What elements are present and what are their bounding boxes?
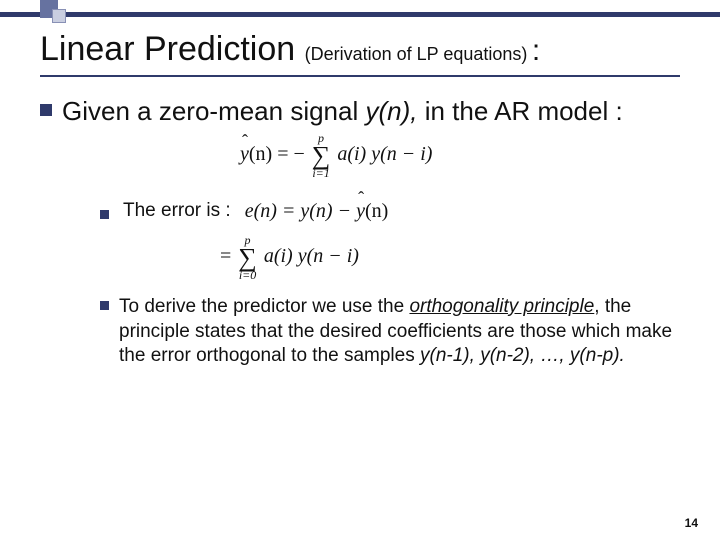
- sigma-icon: ∑: [238, 246, 257, 269]
- eq1-arg: (n): [249, 143, 272, 165]
- eq1-equals: =: [277, 143, 293, 165]
- eq1-sum: p ∑ i=1: [312, 132, 331, 179]
- bullet-1-signal: y(n),: [365, 96, 417, 126]
- eq2-equals: =: [220, 245, 236, 267]
- bullet-1-text: Given a zero-mean signal y(n), in the AR…: [62, 95, 623, 128]
- eq1-term: a(i) y(n − i): [337, 143, 432, 165]
- slide-content: Linear Prediction (Derivation of LP equa…: [40, 30, 680, 510]
- sigma-icon: ∑: [312, 144, 331, 167]
- slide-decoration: [0, 0, 720, 28]
- bullet-icon: [100, 210, 109, 219]
- bullet-1-pre: Given a zero-mean signal: [62, 96, 365, 126]
- eq1-content: y(n) = − p ∑ i=1 a(i) y(n − i): [240, 143, 432, 165]
- bullet-3-samples: y(n-1), y(n-2), …, y(n-p).: [420, 345, 625, 366]
- deco-square-2: [52, 9, 66, 23]
- bullet-1: Given a zero-mean signal y(n), in the AR…: [40, 95, 680, 128]
- eq2-sum: p ∑ i=0: [238, 234, 257, 281]
- title-colon: :: [532, 34, 540, 67]
- eq-error-lhs: e(n) = y(n) −: [245, 200, 356, 222]
- bullet-1-post: in the AR model :: [417, 96, 622, 126]
- bullet-icon: [40, 104, 52, 116]
- bullet-3: To derive the predictor we use the ortho…: [100, 295, 680, 369]
- bullet-3-t1: To derive the predictor we use the: [119, 296, 409, 317]
- bullet-2-label: The error is :: [123, 199, 231, 224]
- slide-subtitle: (Derivation of LP equations): [305, 44, 528, 64]
- bullet-icon: [100, 301, 109, 310]
- title-row: Linear Prediction (Derivation of LP equa…: [40, 30, 680, 77]
- bullet-3-orth: orthogonality principle: [409, 296, 594, 317]
- slide-title: Linear Prediction: [40, 30, 305, 68]
- eq2-sum-bot: i=0: [239, 269, 256, 281]
- eq-error-yhat: y: [356, 200, 365, 222]
- eq1-yhat: y: [240, 143, 249, 165]
- eq1-sum-bot: i=1: [312, 167, 329, 179]
- eq1-neg: −: [294, 143, 305, 165]
- eq2-term: a(i) y(n − i): [264, 245, 359, 267]
- equation-2: = p ∑ i=0 a(i) y(n − i): [220, 234, 680, 281]
- bullet-2: The error is : e(n) = y(n) − y(n): [100, 199, 680, 224]
- page-number: 14: [685, 516, 698, 530]
- eq-error: e(n) = y(n) − y(n): [245, 200, 389, 223]
- deco-bar: [0, 12, 720, 17]
- bullet-3-text: To derive the predictor we use the ortho…: [119, 295, 680, 369]
- equation-1: y(n) = − p ∑ i=1 a(i) y(n − i): [240, 132, 680, 179]
- eq2-content: = p ∑ i=0 a(i) y(n − i): [220, 245, 359, 267]
- eq-error-arg: (n): [365, 200, 388, 222]
